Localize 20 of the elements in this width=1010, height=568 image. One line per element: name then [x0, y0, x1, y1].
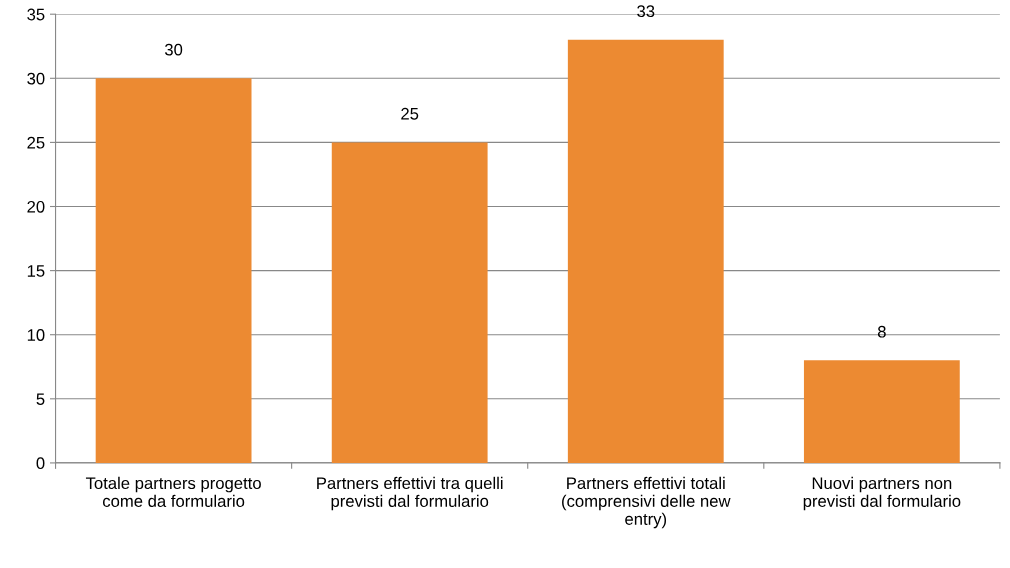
- y-tick-label: 25: [27, 136, 45, 149]
- y-tick-label: 35: [27, 8, 45, 21]
- data-label: 25: [401, 107, 419, 120]
- data-label: 33: [637, 5, 655, 18]
- y-tick-label: 0: [36, 457, 45, 470]
- y-tick-label: 5: [36, 393, 45, 406]
- x-tick-label: Partners effettivi tra quelli previsti dal formulario: [317, 476, 503, 511]
- bar: [95, 78, 252, 463]
- bar: [803, 360, 960, 463]
- data-label: 30: [164, 43, 183, 56]
- y-tick-label: 15: [27, 265, 45, 277]
- x-tick-label: Totale partners progetto come da formulario: [85, 476, 261, 507]
- bar: [567, 39, 724, 463]
- x-tick-label: Nuovi partners non previsti dal formulario: [803, 476, 961, 511]
- y-tick-label: 30: [27, 72, 45, 85]
- bar: [331, 142, 488, 463]
- data-label: 8: [877, 325, 886, 338]
- y-tick-label: 10: [27, 329, 45, 341]
- x-tick-label: Partners effettivi totali (comprensivi delle new entry): [562, 476, 731, 529]
- y-tick-label: 20: [27, 200, 45, 213]
